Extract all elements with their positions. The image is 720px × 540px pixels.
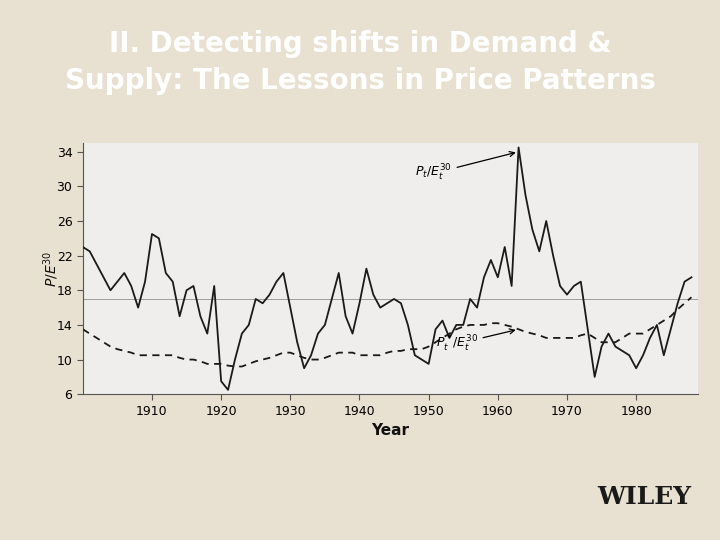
Text: $P_t^*/E_t^{30}$: $P_t^*/E_t^{30}$ — [436, 329, 515, 354]
Y-axis label: $P/E^{30}$: $P/E^{30}$ — [41, 251, 60, 287]
Text: $P_t/E_t^{30}$: $P_t/E_t^{30}$ — [415, 152, 515, 184]
X-axis label: Year: Year — [372, 423, 410, 438]
Text: II. Detecting shifts in Demand &
Supply: The Lessons in Price Patterns: II. Detecting shifts in Demand & Supply:… — [65, 30, 655, 94]
Text: WILEY: WILEY — [597, 485, 691, 509]
